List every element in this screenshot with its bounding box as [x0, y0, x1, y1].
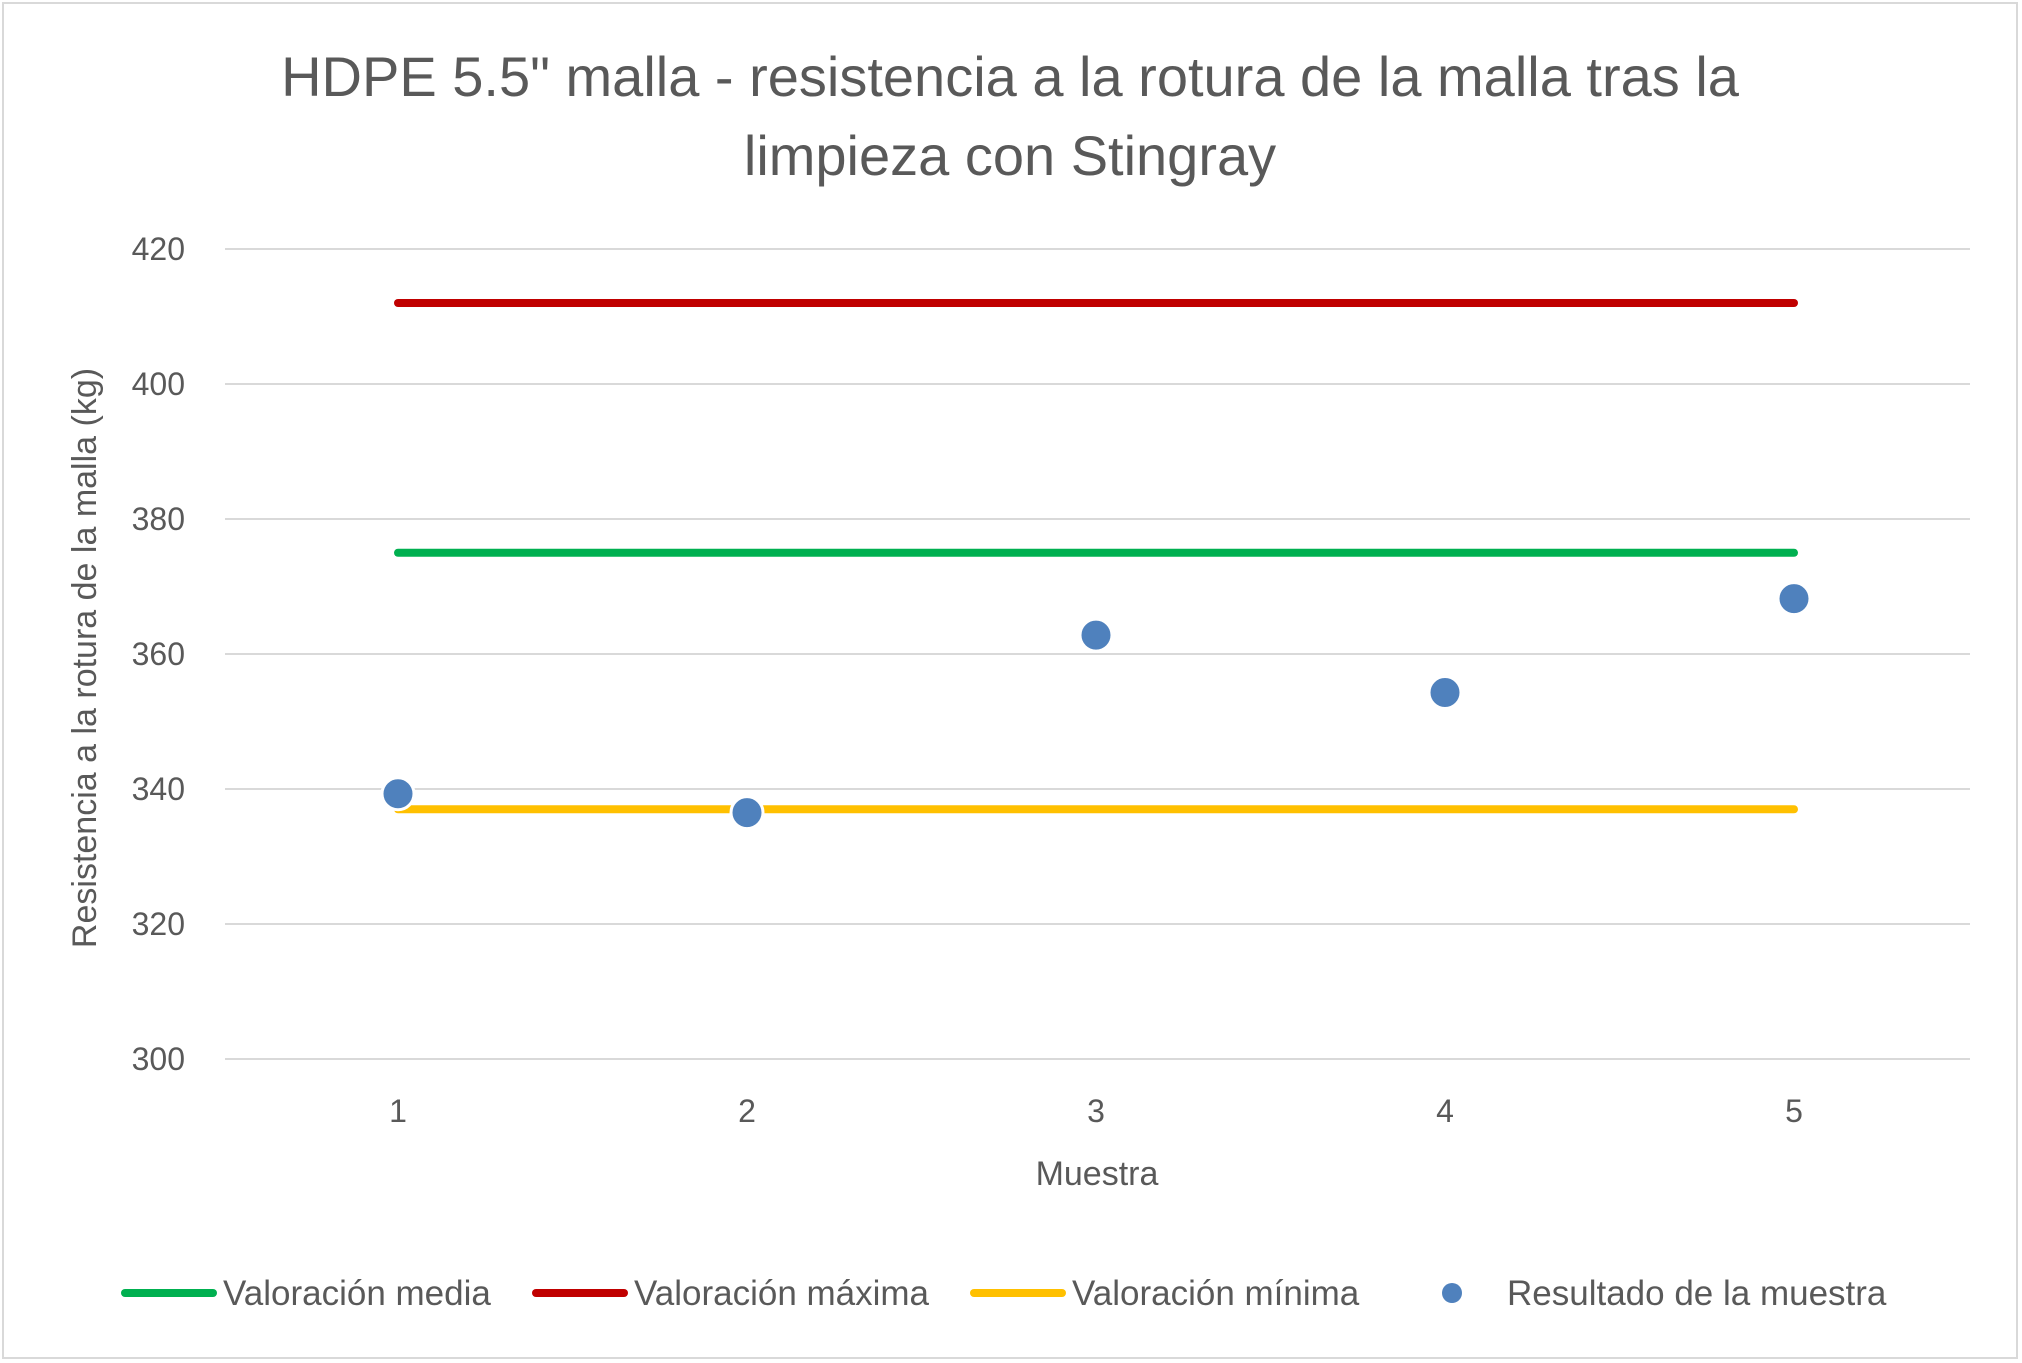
y-tick-label-400: 400 — [132, 366, 185, 402]
chart-title-line-2: limpieza con Stingray — [744, 124, 1276, 187]
legend-swatch-resultado-de-la-muestra — [1442, 1283, 1462, 1303]
x-tick-label-2: 2 — [738, 1093, 756, 1129]
legend-label-valoracion-minima: Valoración mínima — [1072, 1274, 1360, 1313]
y-tick-label-420: 420 — [132, 231, 185, 267]
legend-label-resultado-de-la-muestra: Resultado de la muestra — [1507, 1274, 1887, 1313]
y-tick-label-340: 340 — [132, 771, 185, 807]
x-axis-ticks: 1 2 3 4 5 — [389, 1093, 1803, 1129]
legend-label-valoracion-maxima: Valoración máxima — [634, 1274, 930, 1313]
y-tick-label-360: 360 — [132, 636, 185, 672]
y-tick-label-320: 320 — [132, 906, 185, 942]
data-point-resultado-de-la-muestra-2 — [729, 795, 765, 831]
data-point-resultado-de-la-muestra-1 — [380, 776, 416, 812]
chart-title: HDPE 5.5" malla - resistencia a la rotur… — [281, 45, 1740, 187]
x-tick-label-3: 3 — [1087, 1093, 1105, 1129]
y-tick-label-300: 300 — [132, 1041, 185, 1077]
plot-series — [380, 299, 1812, 831]
y-axis-label: Resistencia a la rotura de la malla (kg) — [66, 368, 104, 948]
legend: Valoración media Valoración máxima Valorac… — [121, 1274, 1887, 1313]
data-point-resultado-de-la-muestra-3 — [1078, 617, 1114, 653]
x-tick-label-4: 4 — [1436, 1093, 1454, 1129]
gridlines — [225, 248, 1970, 1060]
chart-title-line-1: HDPE 5.5" malla - resistencia a la rotur… — [281, 45, 1740, 108]
x-tick-label-5: 5 — [1785, 1093, 1803, 1129]
x-tick-label-1: 1 — [389, 1093, 407, 1129]
x-axis-label: Muestra — [1036, 1155, 1159, 1193]
data-point-resultado-de-la-muestra-4 — [1427, 674, 1463, 710]
y-tick-label-380: 380 — [132, 501, 185, 537]
legend-label-valoracion-media: Valoración media — [223, 1274, 491, 1313]
y-axis-ticks: 300 320 340 360 380 400 420 — [132, 231, 185, 1077]
data-point-resultado-de-la-muestra-5 — [1776, 581, 1812, 617]
